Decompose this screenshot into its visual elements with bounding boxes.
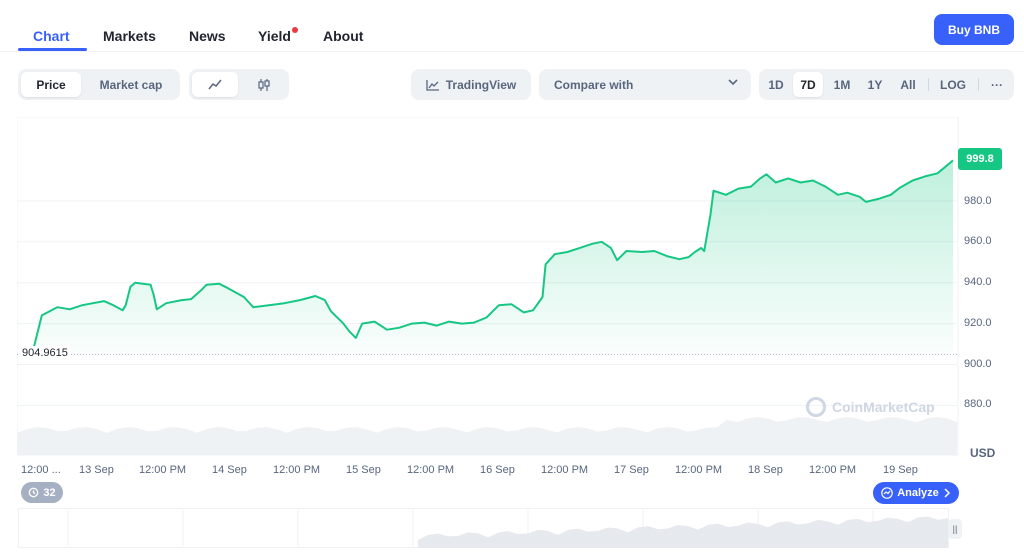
buy-button[interactable]: Buy BNB (934, 14, 1014, 45)
history-button[interactable]: 32 (21, 482, 63, 503)
range-selector: 1D 7D 1M 1Y All LOG ··· (759, 69, 1014, 100)
candlestick-icon (258, 78, 270, 91)
y-tick-label: 960.0 (964, 235, 992, 247)
navigator-history-area (418, 516, 948, 548)
x-tick-label: 12:00 PM (273, 464, 321, 476)
more-options-button[interactable]: ··· (991, 77, 1003, 92)
range-divider (928, 78, 929, 91)
range-1d-button[interactable]: 1D (768, 77, 784, 92)
x-tick-label: 12:00 PM (809, 464, 857, 476)
price-toggle-button[interactable]: Price (21, 72, 81, 97)
metric-toggle: Price Market cap (18, 69, 180, 100)
x-tick-label: 19 Sep (883, 464, 918, 476)
x-tick-label: 14 Sep (212, 464, 247, 476)
tab-yield[interactable]: Yield (258, 28, 291, 44)
y-tick-label: 940.0 (964, 276, 992, 288)
x-tick-label: 12:00 ... (21, 464, 61, 476)
y-tick-label: 980.0 (964, 195, 992, 207)
history-count: 32 (43, 486, 56, 499)
tab-chart[interactable]: Chart (33, 28, 70, 44)
trend-chart-icon (426, 79, 439, 91)
compare-with-dropdown[interactable]: Compare with (539, 69, 751, 100)
range-all-button[interactable]: All (900, 77, 916, 92)
navigator-handle[interactable]: || (948, 519, 962, 539)
range-divider (978, 78, 979, 91)
notification-dot-icon (292, 27, 298, 33)
price-line (19, 159, 954, 355)
x-tick-label: 12:00 PM (139, 464, 187, 476)
history-clock-icon (29, 487, 39, 498)
y-tick-label: 900.0 (964, 358, 992, 370)
x-tick-label: 12:00 PM (407, 464, 455, 476)
y-tick-label: 920.0 (964, 317, 992, 329)
x-tick-label: 16 Sep (480, 464, 515, 476)
price-area (20, 160, 953, 355)
x-tick-label: 13 Sep (79, 464, 114, 476)
analyze-button[interactable]: Analyze (873, 482, 959, 504)
chevron-right-icon (944, 488, 950, 498)
analyze-icon (881, 487, 894, 499)
range-navigator[interactable] (18, 508, 966, 548)
x-tick-label: 17 Sep (614, 464, 649, 476)
coinmarketcap-watermark: CoinMarketCap (806, 397, 935, 417)
y-tick-label: 880.0 (964, 398, 992, 410)
x-tick-label: 15 Sep (346, 464, 381, 476)
tradingview-label: TradingView (445, 77, 517, 92)
coinmarketcap-logo-icon (806, 397, 826, 417)
chevron-down-icon (728, 79, 738, 86)
line-chart-icon (208, 79, 222, 89)
x-tick-label: 12:00 PM (675, 464, 723, 476)
tab-markets[interactable]: Markets (103, 28, 156, 44)
tab-about[interactable]: About (323, 28, 364, 44)
price-chart[interactable] (17, 117, 1004, 457)
current-price-tag: 999.8 (958, 148, 1002, 170)
line-chart-button[interactable] (192, 72, 238, 97)
log-scale-button[interactable]: LOG (940, 77, 966, 92)
range-1y-button[interactable]: 1Y (867, 77, 883, 92)
x-tick-label: 18 Sep (748, 464, 783, 476)
volume-band (17, 417, 957, 455)
candlestick-button[interactable] (241, 72, 287, 97)
watermark-text: CoinMarketCap (832, 399, 935, 415)
compare-with-placeholder: Compare with (554, 77, 634, 92)
top-navigation: Chart Markets News Yield About Buy BNB (0, 0, 1024, 52)
currency-label: USD (970, 446, 996, 460)
range-1m-button[interactable]: 1M (833, 77, 851, 92)
market-cap-toggle-button[interactable]: Market cap (99, 77, 163, 92)
chart-style-toggle (189, 69, 289, 100)
open-price-label: 904.9615 (19, 346, 71, 360)
tradingview-button[interactable]: TradingView (411, 69, 531, 100)
active-tab-indicator (18, 48, 87, 51)
price-chart-canvas (17, 117, 959, 456)
tab-news[interactable]: News (189, 28, 226, 44)
x-tick-label: 12:00 PM (541, 464, 589, 476)
analyze-label: Analyze (897, 487, 939, 499)
range-7d-button[interactable]: 7D (793, 72, 823, 97)
